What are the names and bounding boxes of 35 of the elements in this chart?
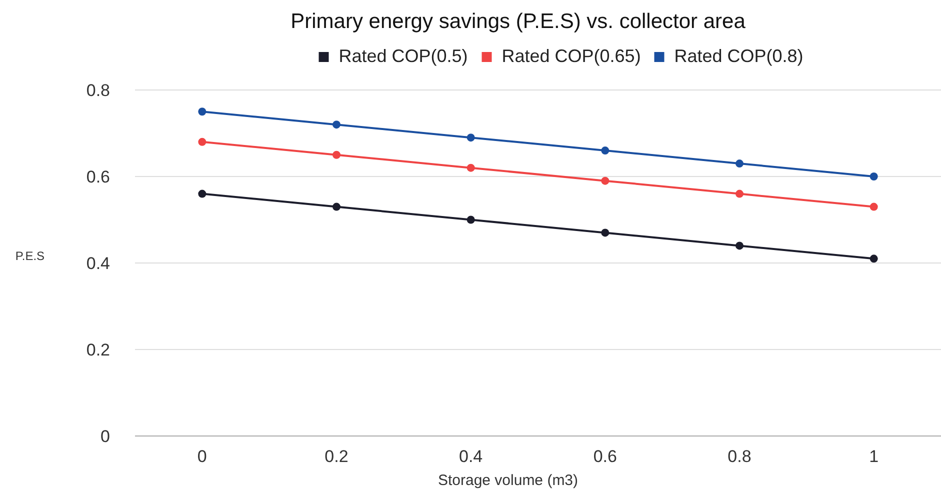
y-tick-label: 0.4 xyxy=(86,254,110,273)
chart-title: Primary energy savings (P.E.S) vs. collector area xyxy=(290,10,746,33)
point xyxy=(870,254,878,263)
point xyxy=(466,216,475,224)
x-tick-label: 0.2 xyxy=(324,447,348,466)
point xyxy=(736,190,744,198)
x-axis-title: Storage volume (m3) xyxy=(438,472,578,489)
x-tick-label: 1 xyxy=(869,447,879,466)
point xyxy=(601,176,610,185)
legend-label: Rated COP(0.8) xyxy=(674,46,804,66)
point xyxy=(466,134,475,142)
legend-label: Rated COP(0.5) xyxy=(338,46,468,66)
point xyxy=(736,242,744,250)
y-tick-label: 0.6 xyxy=(86,167,110,186)
x-tick-label: 0 xyxy=(197,447,207,466)
x-tick-label: 0.6 xyxy=(593,447,617,466)
x-tick-label: 0.4 xyxy=(459,447,483,466)
point xyxy=(332,150,340,159)
point xyxy=(870,202,878,211)
y-tick-label: 0.8 xyxy=(86,80,110,100)
y-tick-label: 0.2 xyxy=(86,340,110,360)
point xyxy=(601,228,610,237)
point xyxy=(736,160,744,168)
point xyxy=(198,190,206,198)
point xyxy=(198,108,206,116)
y-axis-title: P.E.S xyxy=(15,249,45,263)
point xyxy=(198,138,206,146)
y-tick-label: 0 xyxy=(100,426,110,446)
x-tick-label: 0.8 xyxy=(728,447,752,466)
point xyxy=(332,120,340,129)
point xyxy=(601,146,610,155)
point xyxy=(870,172,878,180)
point xyxy=(466,164,475,172)
point xyxy=(332,202,340,211)
legend-label: Rated COP(0.65) xyxy=(502,46,641,66)
